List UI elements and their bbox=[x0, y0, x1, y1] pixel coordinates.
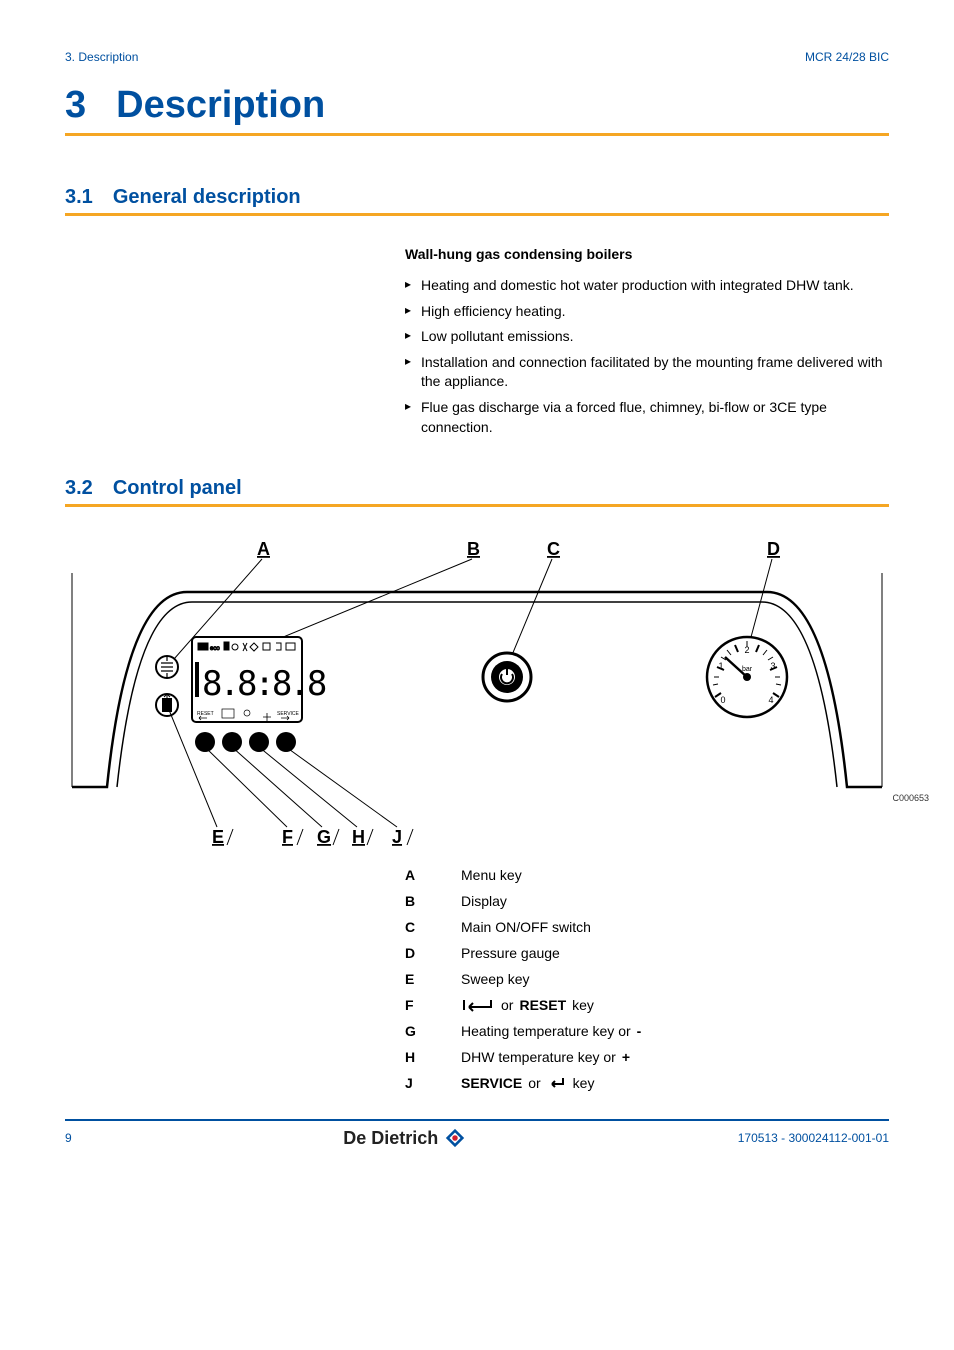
label-J: J bbox=[392, 827, 402, 847]
brand-diamond-icon bbox=[444, 1127, 466, 1149]
svg-text:2: 2 bbox=[744, 645, 749, 655]
legend-row-H: HDHW temperature key or + bbox=[405, 1049, 889, 1065]
svg-text:1: 1 bbox=[718, 661, 723, 671]
bullet-item: Installation and connection facilitated … bbox=[405, 353, 889, 392]
page-footer: 9 De Dietrich 170513 - 300024112-001-01 bbox=[65, 1121, 889, 1149]
chapter-heading: 3 Description bbox=[65, 84, 889, 136]
chapter-title-text: Description bbox=[116, 84, 325, 127]
display-icon: eco 8.8:8.8 RESET SERVICE bbox=[192, 637, 326, 722]
enter-arrow-icon bbox=[547, 1076, 567, 1090]
legend-row-F: F or RESET key bbox=[405, 997, 889, 1013]
label-D: D bbox=[767, 539, 780, 559]
image-reference: C000653 bbox=[892, 793, 929, 803]
svg-text:eco: eco bbox=[210, 646, 220, 652]
svg-text:0: 0 bbox=[720, 695, 725, 705]
control-panel-diagram: A B C D eco bbox=[65, 537, 889, 847]
page-number: 9 bbox=[65, 1131, 72, 1145]
label-F: F bbox=[282, 827, 293, 847]
page-header: 3. Description MCR 24/28 BIC bbox=[65, 50, 889, 64]
section-3-1-body: Wall-hung gas condensing boilers Heating… bbox=[405, 246, 889, 437]
bullet-item: Heating and domestic hot water productio… bbox=[405, 276, 889, 296]
legend-row-J: J SERVICE or key bbox=[405, 1075, 889, 1091]
menu-key-icon bbox=[156, 656, 178, 678]
label-A: A bbox=[257, 539, 270, 559]
bullet-list: Heating and domestic hot water productio… bbox=[405, 276, 889, 437]
label-E: E bbox=[212, 827, 224, 847]
bullet-item: Low pollutant emissions. bbox=[405, 327, 889, 347]
legend-table: AMenu key BDisplay CMain ON/OFF switch D… bbox=[405, 867, 889, 1091]
header-section-num: 3. bbox=[65, 50, 75, 64]
svg-text:bar: bar bbox=[742, 666, 753, 673]
svg-text:SERVICE: SERVICE bbox=[277, 711, 300, 717]
bullet-item: Flue gas discharge via a forced flue, ch… bbox=[405, 398, 889, 437]
legend-row-E: ESweep key bbox=[405, 971, 889, 987]
bullet-item: High efficiency heating. bbox=[405, 302, 889, 322]
legend-row-D: DPressure gauge bbox=[405, 945, 889, 961]
doc-reference: 170513 - 300024112-001-01 bbox=[738, 1131, 889, 1145]
header-model: MCR 24/28 BIC bbox=[805, 50, 889, 64]
legend-row-C: CMain ON/OFF switch bbox=[405, 919, 889, 935]
label-B: B bbox=[467, 539, 480, 559]
header-left: 3. Description bbox=[65, 50, 138, 64]
section-3-1-heading: 3.1 General description bbox=[65, 186, 889, 216]
chapter-number: 3 bbox=[65, 84, 86, 127]
section-3-2-title: Control panel bbox=[113, 477, 242, 500]
svg-text:RESET: RESET bbox=[197, 711, 214, 717]
section-3-2-number: 3.2 bbox=[65, 477, 93, 500]
svg-text:4: 4 bbox=[768, 695, 773, 705]
label-G: G bbox=[317, 827, 331, 847]
pressure-gauge-icon: 0 1 2 3 4 bar bbox=[707, 637, 787, 717]
section-3-1-subhead: Wall-hung gas condensing boilers bbox=[405, 246, 889, 262]
onoff-switch-icon bbox=[483, 653, 531, 701]
section-3-2-heading: 3.2 Control panel bbox=[65, 477, 889, 507]
svg-text:8.8:8.8: 8.8:8.8 bbox=[202, 664, 326, 704]
section-3-1-title: General description bbox=[113, 186, 301, 209]
section-3-1-number: 3.1 bbox=[65, 186, 93, 209]
brand-logo: De Dietrich bbox=[343, 1127, 466, 1149]
label-H: H bbox=[352, 827, 365, 847]
control-panel-svg: A B C D eco bbox=[67, 537, 887, 847]
reset-arrow-icon bbox=[461, 997, 495, 1013]
legend-row-B: BDisplay bbox=[405, 893, 889, 909]
header-section-title: Description bbox=[78, 50, 138, 64]
legend-row-G: GHeating temperature key or - bbox=[405, 1023, 889, 1039]
button-row bbox=[195, 732, 296, 752]
label-C: C bbox=[547, 539, 560, 559]
svg-text:3: 3 bbox=[770, 661, 775, 671]
legend-row-A: AMenu key bbox=[405, 867, 889, 883]
